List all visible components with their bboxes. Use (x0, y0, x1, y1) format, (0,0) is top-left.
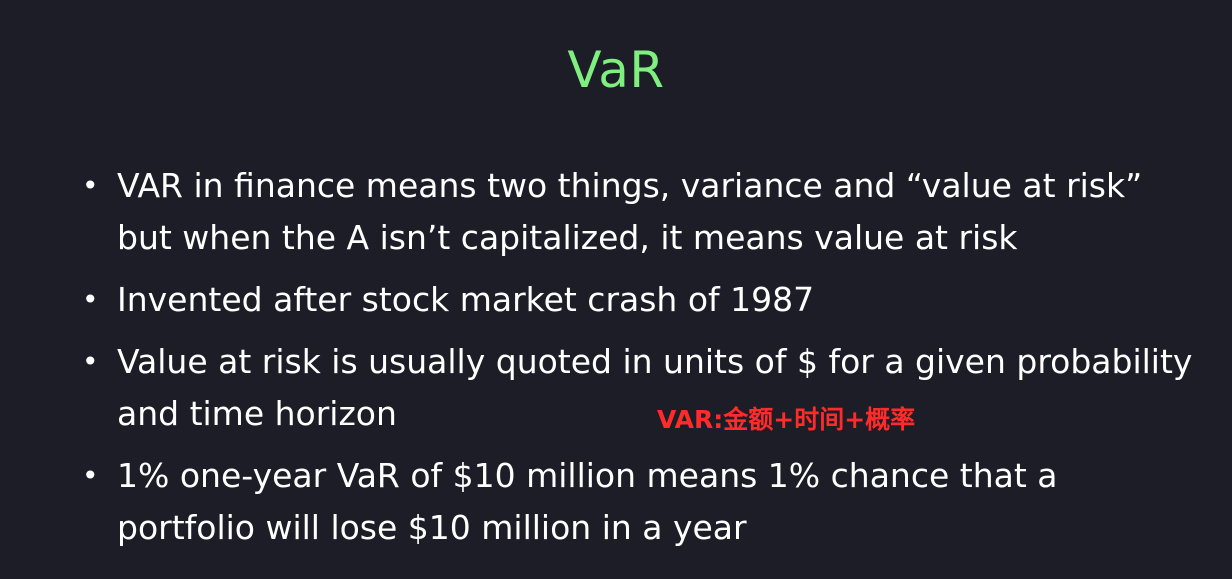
bullet-dot-icon: • (82, 169, 99, 202)
bullet-item: • Invented after stock market crash of 1… (82, 274, 1202, 326)
bullet-item: • Value at risk is usually quoted in uni… (82, 336, 1202, 440)
bullet-text: 1% one-year VaR of $10 million means 1% … (117, 456, 1058, 547)
bullet-dot-icon: • (82, 459, 99, 492)
bullet-dot-icon: • (82, 345, 99, 378)
bullet-dot-icon: • (82, 283, 99, 316)
bullet-list: • VAR in finance means two things, varia… (82, 160, 1202, 564)
bullet-item: • 1% one-year VaR of $10 million means 1… (82, 450, 1202, 554)
handwritten-annotation: VAR:金额+时间+概率 (657, 405, 916, 434)
bullet-text: Invented after stock market crash of 198… (117, 280, 815, 319)
slide-title: VaR (567, 41, 665, 99)
bullet-item: • VAR in finance means two things, varia… (82, 160, 1202, 264)
bullet-text: VAR in finance means two things, varianc… (117, 166, 1143, 257)
bullet-text: Value at risk is usually quoted in units… (117, 342, 1193, 433)
